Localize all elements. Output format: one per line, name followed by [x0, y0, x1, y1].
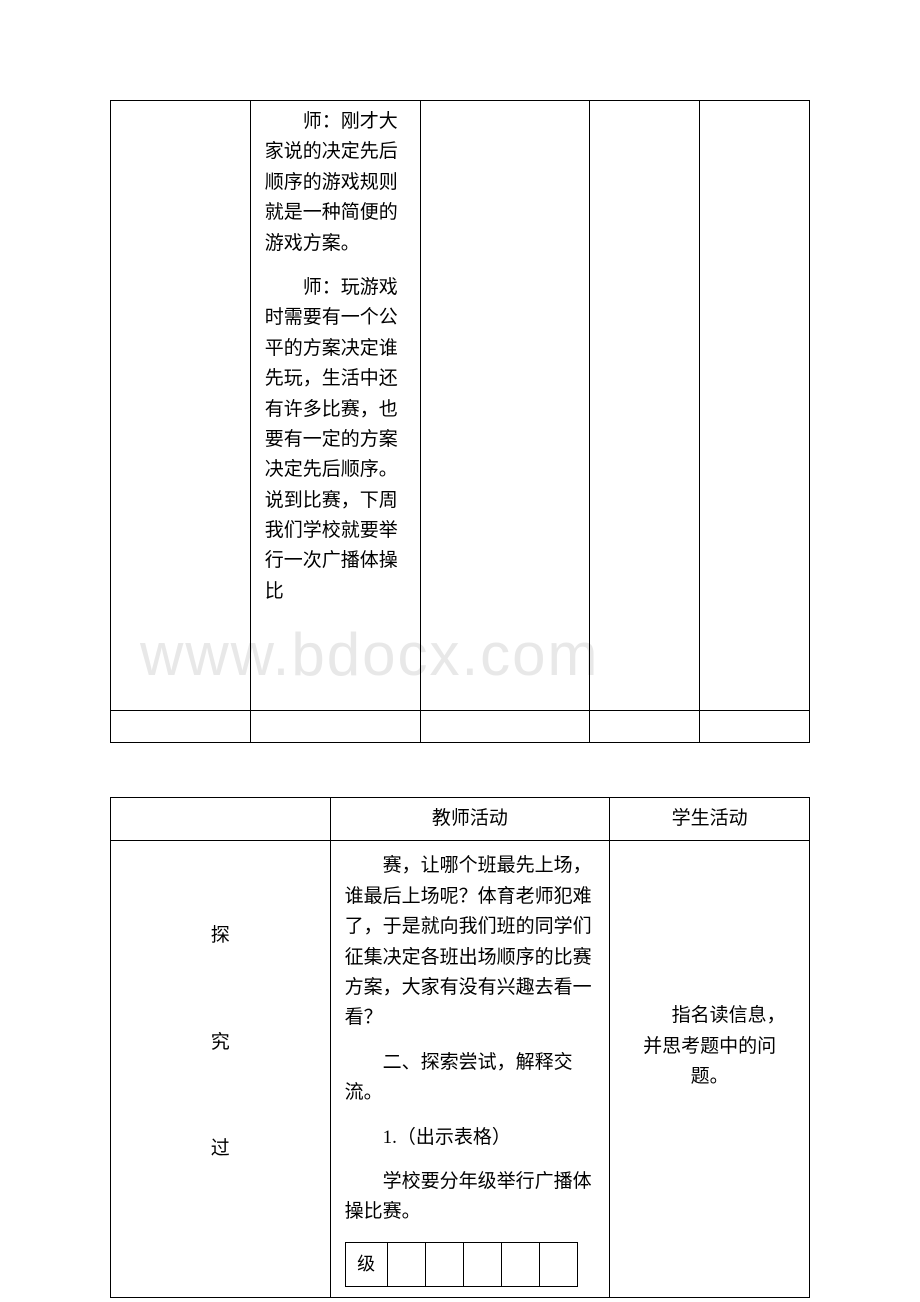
- section-label-cell: 探 究 过: [111, 841, 331, 1297]
- table-row: 级: [345, 1242, 577, 1286]
- cell-empty: [590, 101, 700, 711]
- section-char: 过: [111, 1134, 330, 1164]
- header-cell-empty: [111, 798, 331, 841]
- cell-empty: [590, 711, 700, 743]
- paragraph: 师：玩游戏时需要有一个公平的方案决定谁先玩，生活中还有许多比赛，也要有一定的方案…: [265, 273, 406, 607]
- grade-cell: [425, 1242, 463, 1286]
- grade-cell: [463, 1242, 501, 1286]
- table-row: 探 究 过 赛，让哪个班最先上场，谁最后上场呢？体育老师犯难了，于是就向我们班的…: [111, 841, 810, 1297]
- cell-empty: [700, 101, 810, 711]
- grade-cell: [539, 1242, 577, 1286]
- cell-teacher-dialog: 师：刚才大家说的决定先后顺序的游戏规则就是一种简便的游戏方案。 师：玩游戏时需要…: [250, 101, 420, 711]
- cell-empty: [420, 711, 590, 743]
- table-row: 师：刚才大家说的决定先后顺序的游戏规则就是一种简便的游戏方案。 师：玩游戏时需要…: [111, 101, 810, 711]
- paragraph: 赛，让哪个班最先上场，谁最后上场呢？体育老师犯难了，于是就向我们班的同学们征集决…: [345, 851, 596, 1033]
- grade-label-cell: 级: [345, 1242, 387, 1286]
- table-row: [111, 711, 810, 743]
- paragraph: 师：刚才大家说的决定先后顺序的游戏规则就是一种简便的游戏方案。: [265, 107, 406, 259]
- paragraph: 学校要分年级举行广播体操比赛。: [345, 1167, 596, 1228]
- grade-cell: [387, 1242, 425, 1286]
- lesson-table-2: 教师活动 学生活动 探 究 过 赛，让哪个班最先上场，谁最后上场呢？体育老师犯难…: [110, 797, 810, 1298]
- cell-empty: [250, 711, 420, 743]
- paragraph: 指名读信息，并思考题中的问题。: [624, 1001, 795, 1092]
- section-char: 究: [111, 1028, 330, 1058]
- section-char: 探: [111, 921, 330, 951]
- teacher-activity-cell: 赛，让哪个班最先上场，谁最后上场呢？体育老师犯难了，于是就向我们班的同学们征集决…: [330, 841, 610, 1297]
- cell-empty: [700, 711, 810, 743]
- grade-cell: [501, 1242, 539, 1286]
- grade-table: 级: [345, 1242, 578, 1287]
- header-teacher-activity: 教师活动: [330, 798, 610, 841]
- table-header-row: 教师活动 学生活动: [111, 798, 810, 841]
- header-student-activity: 学生活动: [610, 798, 810, 841]
- paragraph: 二、探索尝试，解释交流。: [345, 1048, 596, 1109]
- cell-empty: [111, 711, 251, 743]
- lesson-table-1: 师：刚才大家说的决定先后顺序的游戏规则就是一种简便的游戏方案。 师：玩游戏时需要…: [110, 100, 810, 743]
- student-activity-cell: 指名读信息，并思考题中的问题。: [610, 841, 810, 1297]
- cell-empty: [420, 101, 590, 711]
- cell-empty: [111, 101, 251, 711]
- paragraph: 1.（出示表格）: [345, 1123, 596, 1153]
